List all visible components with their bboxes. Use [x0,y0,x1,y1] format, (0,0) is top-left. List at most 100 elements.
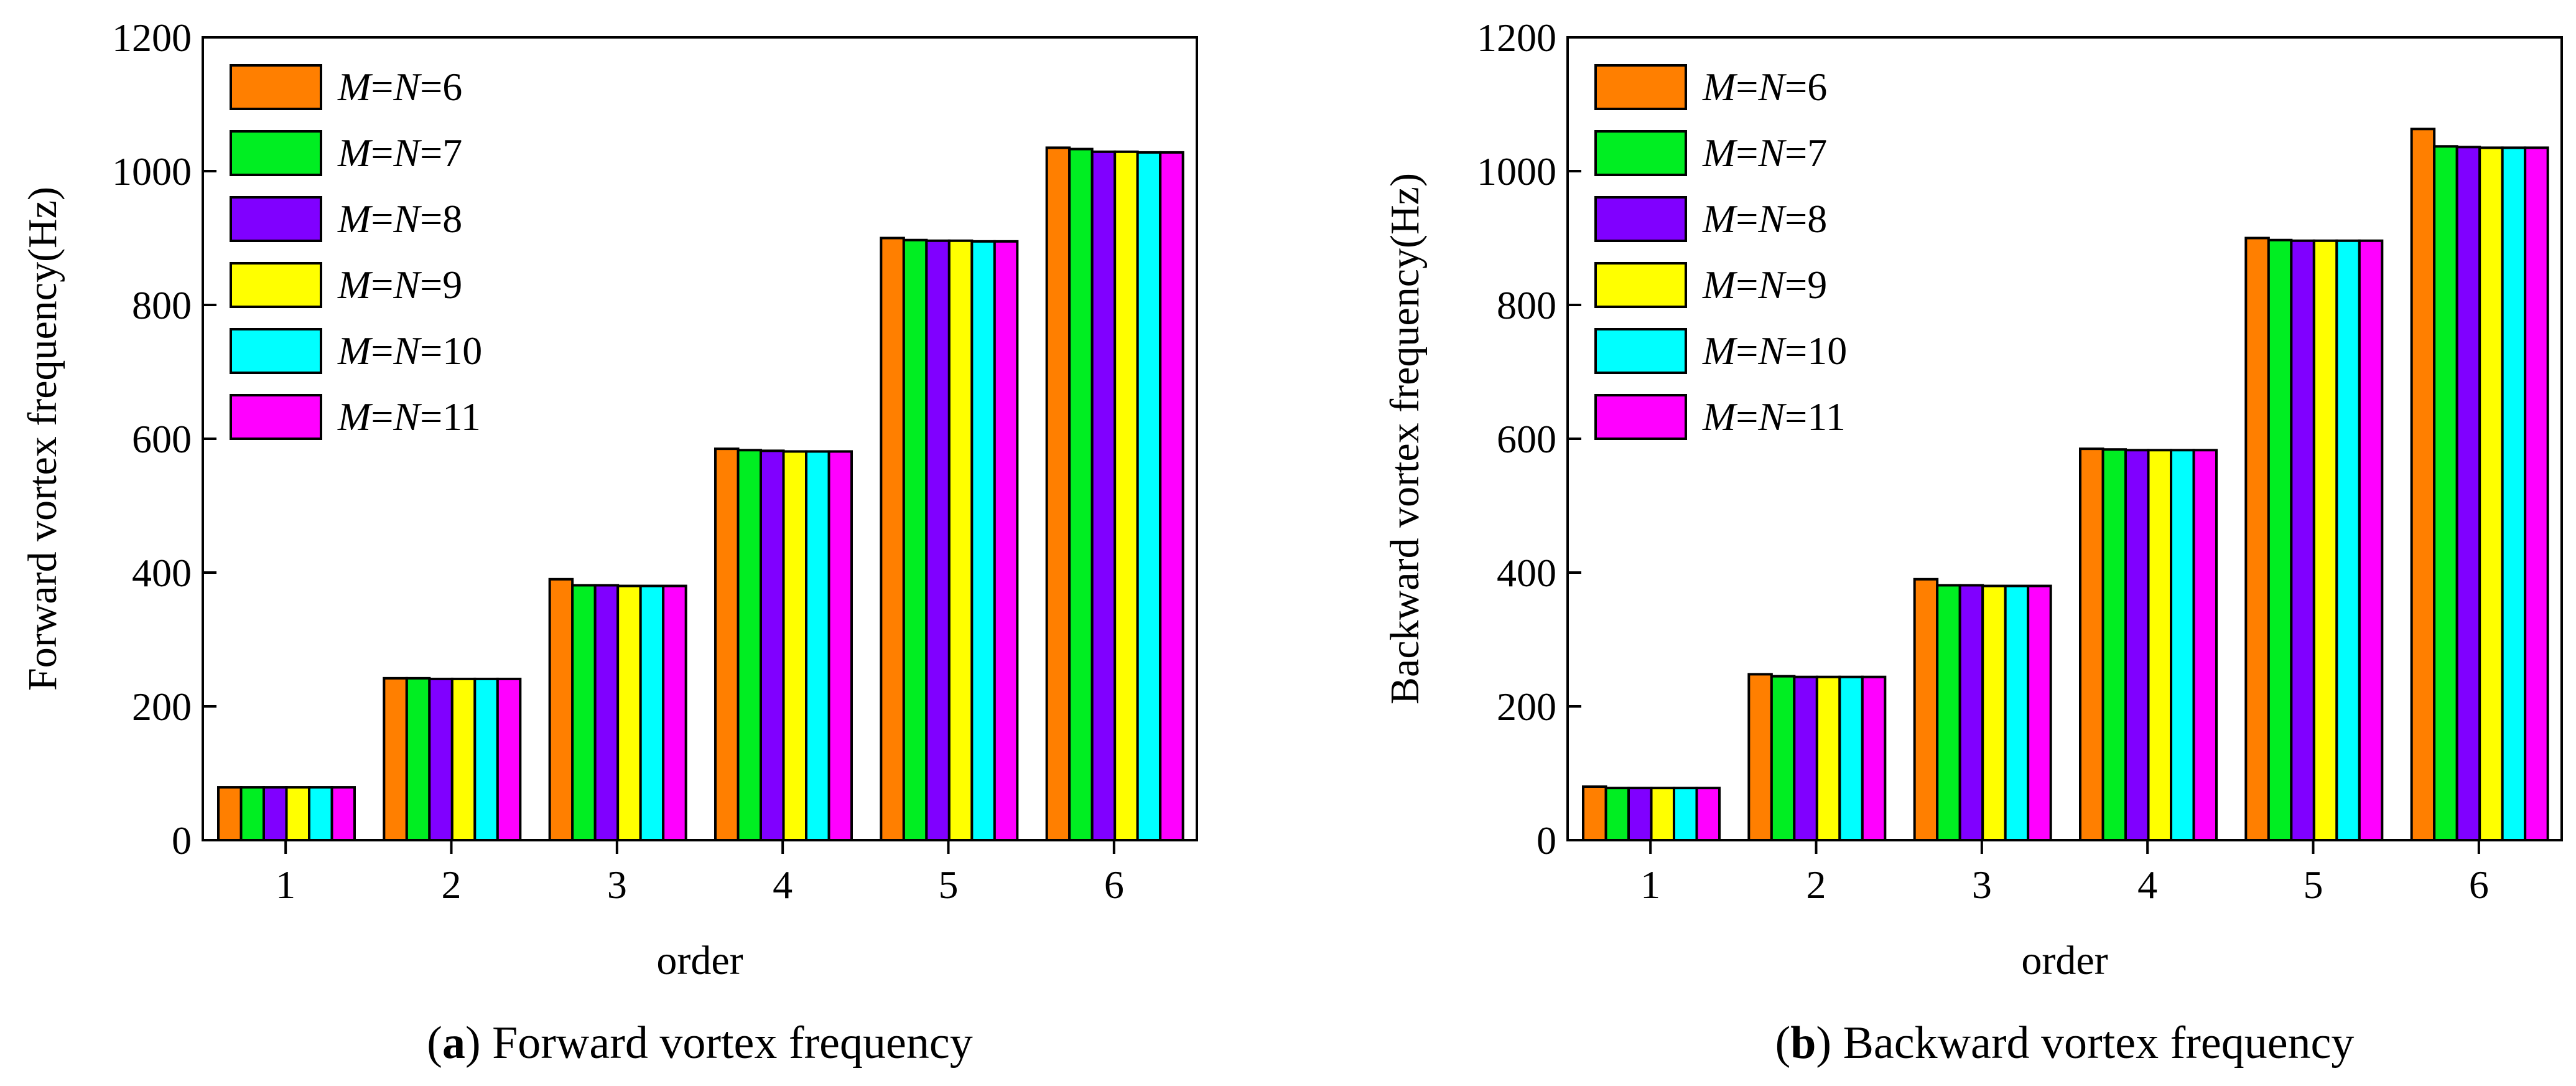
legend-swatch [1594,130,1687,176]
legend-label: M=N=10 [337,329,482,373]
y-tick-label: 0 [172,818,192,863]
bar-b-order1-series1 [1582,785,1607,841]
panel-a-forward: 0 200 400 600 800 1000 1200 1 2 3 4 5 6 order Forward … [20,16,1198,1069]
bar-b-order4-series4 [2147,449,2172,841]
bar-b-order4-series1 [2079,447,2104,841]
y-tick-label: 400 [132,551,192,595]
x-tick-label: 2 [1806,863,1826,907]
bar-a-order2-series5 [473,677,499,842]
bar-b-order6-series1 [2410,128,2436,841]
y-axis-title: Forward vortex frequency(Hz) [20,187,65,691]
x-tick-label: 2 [442,863,462,907]
bar-a-order3-series2 [571,584,597,841]
legend-label: M=N=8 [1702,197,1827,241]
bar-b-order2-series4 [1815,675,1841,841]
bar-b-order5-series6 [2358,239,2384,841]
bar-b-order4-series2 [2101,448,2127,841]
legend-swatch [1594,64,1687,110]
bar-a-order5-series5 [970,240,996,841]
panel-b-backward: 0 200 400 600 800 1000 1200 1 2 3 4 5 6 order Backward… [1382,16,2563,1069]
bar-b-order3-series1 [1913,578,1939,841]
bar-a-order2-series3 [428,677,453,842]
bar-a-order6-series3 [1090,150,1117,842]
x-tick-label: 5 [939,863,959,907]
bar-b-order1-series5 [1673,787,1698,842]
y-tick-label: 200 [132,685,192,729]
x-tick-label: 4 [773,863,793,907]
bar-b-order6-series5 [2501,146,2527,841]
x-tick-label: 5 [2304,863,2323,907]
y-tick-label: 200 [1497,685,1556,729]
x-axis-title: order [2021,938,2108,983]
legend-label: M=N=6 [1702,65,1827,109]
y-tick-label: 800 [132,283,192,327]
bar-a-order3-series6 [662,584,687,841]
bar-b-order3-series5 [2004,584,2030,841]
bar-a-order5-series4 [947,239,974,841]
bar-a-order2-series6 [496,677,522,842]
legend-label: M=N=11 [337,395,481,439]
bar-b-order1-series4 [1650,787,1675,842]
x-tick-label: 6 [2469,863,2489,907]
bar-b-order3-series4 [1981,584,2007,841]
y-tick-label: 1000 [1477,149,1556,194]
bar-b-order3-series6 [2027,584,2052,841]
legend-label: M=N=9 [337,263,462,307]
y-axis-title: Backward vortex frequency(Hz) [1382,173,1428,704]
bar-a-order6-series1 [1045,146,1071,841]
bar-b-order6-series6 [2524,146,2549,841]
bar-a-order4-series6 [827,450,853,841]
bar-a-order4-series4 [782,450,807,841]
legend-label: M=N=9 [1702,263,1827,307]
bar-a-order6-series4 [1114,150,1139,842]
legend-swatch [230,64,322,110]
legend-swatch [230,196,322,242]
bar-b-order2-series6 [1861,675,1887,841]
legend-label: M=N=10 [1702,329,1847,373]
bar-a-order6-series5 [1136,151,1162,841]
bar-b-order1-series3 [1627,787,1653,842]
bar-a-order2-series2 [405,676,431,841]
panel-caption: (b) Backward vortex frequency [1775,1018,2355,1069]
x-tick-label: 6 [1104,863,1124,907]
x-tick-label: 1 [1640,863,1660,907]
x-tick-label: 1 [276,863,295,907]
legend-label: M=N=8 [337,197,462,241]
bar-a-order5-series2 [902,238,928,842]
y-tick-label: 1000 [112,149,192,194]
bar-a-order3-series5 [639,584,665,841]
x-tick-label: 3 [607,863,627,907]
legend-swatch [230,262,322,308]
bar-b-order2-series5 [1838,675,1864,841]
bar-b-order2-series2 [1770,675,1796,841]
x-tick-label: 3 [1972,863,1992,907]
bar-b-order5-series3 [2290,239,2315,841]
bar-b-order1-series6 [1695,787,1721,842]
bar-b-order6-series4 [2478,146,2504,841]
bar-a-order5-series6 [993,240,1019,841]
bar-a-order4-series1 [714,447,740,841]
y-tick-label: 1200 [1477,16,1556,60]
x-tick-label: 4 [2137,863,2157,907]
legend-swatch [230,394,322,440]
bar-a-order1-series1 [217,786,243,841]
legend-label: M=N=7 [337,131,462,175]
bar-b-order6-series3 [2455,146,2481,841]
y-tick-label: 600 [1497,417,1556,461]
panel-caption: (a) Forward vortex frequency [427,1018,972,1069]
bar-a-order4-series2 [737,449,762,841]
bar-b-order5-series5 [2335,239,2361,841]
legend-swatch [1594,394,1687,440]
bar-a-order2-series1 [383,676,408,841]
bar-b-order5-series1 [2244,236,2270,841]
legend-swatch [230,328,322,374]
bar-a-order1-series2 [239,786,265,841]
legend-swatch [1594,196,1687,242]
bar-b-order5-series4 [2312,239,2338,841]
legend-swatch [1594,262,1687,308]
legend-label: M=N=6 [337,65,462,109]
bar-a-order4-series5 [805,450,830,841]
legend-swatch [1594,328,1687,374]
y-tick-label: 600 [132,417,192,461]
y-tick-label: 1200 [112,16,192,60]
